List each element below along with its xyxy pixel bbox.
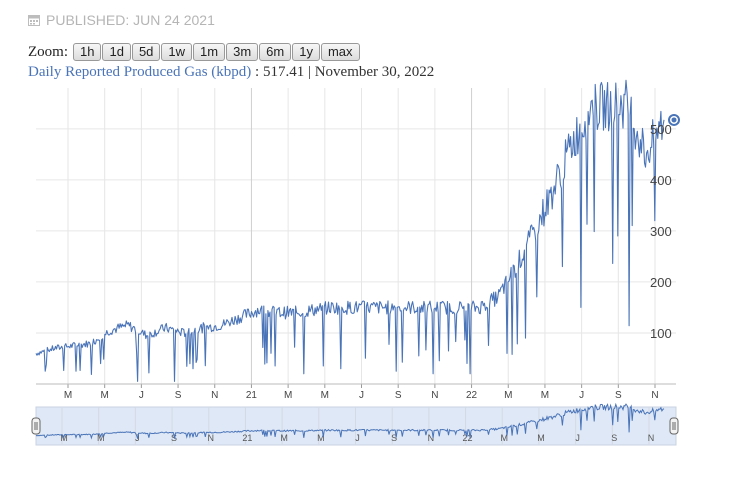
plot-area [35,79,680,382]
legend-date: November 30, 2022 [314,64,435,80]
x-tick-label: N [211,390,218,401]
x-tick-label: N [431,390,438,401]
navigator-tick-label: S [611,433,617,443]
navigator-tick-label: N [648,433,655,443]
legend-series-name: Daily Reported Produced Gas (kbpd) [28,64,252,80]
zoom-3m-button[interactable]: 3m [226,43,259,61]
x-tick-label: S [395,390,402,401]
navigator-tick-label: M [537,433,545,443]
navigator-tick-label: J [355,433,360,443]
zoom-toolbar: Zoom: 1h 1d 5d 1w 1m 3m 6m 1y max [28,43,360,61]
x-tick-label: 22 [466,390,478,401]
navigator-tick-label: M [317,433,325,443]
legend-value: 517.41 [262,64,305,80]
navigator-tick-label: M [280,433,288,443]
navigator-tick-label: N [428,433,435,443]
zoom-1w-button[interactable]: 1w [161,43,193,61]
zoom-6m-button[interactable]: 6m [259,43,292,61]
x-tick-label: M [504,390,512,401]
x-tick-label: M [321,390,329,401]
zoom-max-button[interactable]: max [320,43,360,61]
series-line [35,79,665,382]
y-tick-label: 200 [650,275,672,290]
published-date: PUBLISHED: JUN 24 2021 [28,12,215,28]
navigator-tick-label: 21 [242,433,252,443]
navigator[interactable]: M M J S N 21 M M J S N 22 M M J S N [31,402,679,446]
navigator-tick-label: 22 [463,433,473,443]
last-point-dot [671,117,677,123]
x-tick-label: 21 [246,390,258,401]
y-axis: 100 200 300 400 500 [650,122,672,341]
zoom-5d-button[interactable]: 5d [131,43,161,61]
zoom-1d-button[interactable]: 1d [102,43,131,61]
y-tick-label: 300 [650,224,672,239]
x-tick-label: J [579,390,584,401]
y-tick-label: 400 [650,173,672,188]
y-tick-label: 500 [650,122,672,137]
legend-divider: | [304,64,315,80]
y-tick-label: 100 [650,326,672,341]
x-tick-label: J [359,390,364,401]
x-tick-label: N [651,390,658,401]
navigator-tick-label: M [97,433,105,443]
navigator-tick-label: M [501,433,509,443]
navigator-right-handle[interactable] [669,417,679,435]
x-tick-label: S [175,390,182,401]
x-tick-label: M [284,390,292,401]
published-text: PUBLISHED: JUN 24 2021 [46,12,215,28]
legend-separator: : [251,64,263,80]
x-tick-label: M [64,390,72,401]
zoom-1h-button[interactable]: 1h [73,43,102,61]
zoom-label: Zoom: [28,43,68,60]
navigator-tick-label: N [208,433,215,443]
navigator-series-line [35,402,665,440]
navigator-tick-label: S [391,433,397,443]
x-tick-label: M [101,390,109,401]
x-tick-label: S [615,390,622,401]
calendar-icon [28,15,40,26]
navigator-tick-label: J [575,433,580,443]
x-tick-label: M [541,390,549,401]
series-legend: Daily Reported Produced Gas (kbpd) : 517… [28,64,434,81]
navigator-left-handle[interactable] [31,417,41,435]
zoom-1y-button[interactable]: 1y [292,43,320,61]
x-axis: M M J S N 21 M M J S N 22 M M J S N [36,383,676,401]
zoom-1m-button[interactable]: 1m [193,43,226,61]
x-tick-label: J [139,390,144,401]
